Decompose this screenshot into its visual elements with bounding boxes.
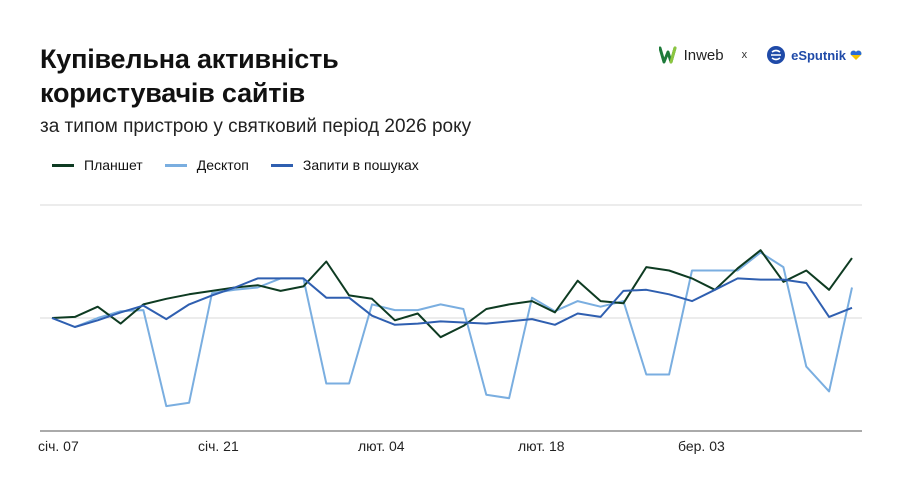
esputnik-globe-icon <box>767 46 786 64</box>
logos: Inweb x eSputnik <box>658 44 862 66</box>
x-tick-label: лют. 18 <box>518 438 565 454</box>
x-tick-label: лют. 04 <box>358 438 405 454</box>
legend-swatch-tablet <box>52 163 74 167</box>
legend-swatch-desktop <box>164 163 187 167</box>
legend-label-search: Запити в пошуках <box>302 157 419 173</box>
inweb-logo: Inweb <box>658 46 724 64</box>
legend-item-search: Запити в пошуках <box>270 157 419 173</box>
chart-title: Купівельна активність користувачів сайті… <box>40 42 339 110</box>
series-desktop-line <box>51 251 853 408</box>
legend-swatch-search <box>270 163 293 167</box>
title-line-2: користувачів сайтів <box>40 78 306 108</box>
series-search-line <box>51 277 853 328</box>
legend-item-tablet: Планшет <box>52 157 143 173</box>
legend-item-desktop: Десктоп <box>164 157 249 173</box>
logo-separator: x <box>741 49 748 61</box>
x-tick-label: січ. 21 <box>198 438 239 454</box>
esputnik-logo-text: eSputnik <box>791 47 846 63</box>
x-tick-label: січ. 07 <box>38 438 79 454</box>
inweb-w-icon <box>658 46 677 64</box>
series-tablet-line <box>51 249 853 339</box>
chart-legend: Планшет Десктоп Запити в пошуках <box>52 157 419 173</box>
inweb-logo-text: Inweb <box>683 46 724 64</box>
chart-subtitle: за типом пристрою у святковий період 202… <box>40 116 472 137</box>
legend-label-desktop: Десктоп <box>196 157 249 173</box>
esputnik-logo: eSputnik <box>765 44 862 66</box>
legend-label-tablet: Планшет <box>84 157 143 173</box>
heart-icon <box>850 50 862 60</box>
x-tick-label: бер. 03 <box>678 438 725 454</box>
title-line-1: Купівельна активність <box>40 44 339 74</box>
